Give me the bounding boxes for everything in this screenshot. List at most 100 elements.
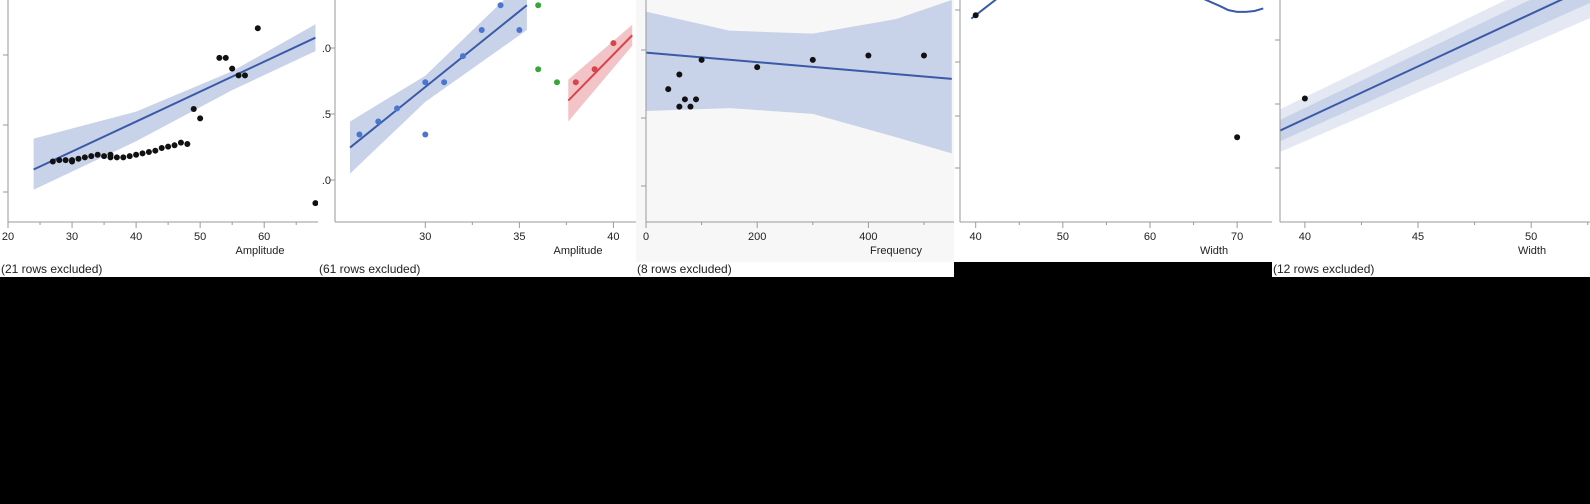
data-point [88,153,95,160]
data-point [107,154,114,161]
chart-panel-1: 20 30 40 50 60 Amplitude (21 rows excluded) [0,0,318,277]
data-point [120,154,127,161]
x-tick-label: 20 [2,231,14,243]
chart-panel-5: 40 45 50 Width (12 rows excluded) [1272,0,1590,277]
rows-excluded-note: (8 rows excluded) [637,262,732,276]
data-point [139,150,146,157]
x-axis-label: Width [1518,245,1546,257]
data-point [572,79,579,86]
data-point [478,27,485,34]
x-tick-label: 0 [643,231,649,243]
x-tick-label: 70 [1231,231,1243,243]
data-point [1301,95,1308,102]
data-point [459,53,466,60]
plot-area [646,0,952,154]
x-tick-label: 30 [66,231,78,243]
x-tick-label: 40 [970,231,982,243]
plot-area [970,0,1264,141]
data-point [497,2,504,9]
fit-line [646,51,952,80]
data-point [687,103,694,110]
data-point [171,142,178,149]
data-point [676,103,683,110]
y-tick-label: .5 [322,109,331,121]
x-axis-label: Amplitude [236,245,285,257]
data-point [62,157,69,164]
rows-excluded-note: (61 rows excluded) [319,262,420,276]
plot-area [33,24,318,207]
data-point [190,105,197,112]
y-tick-label: .0 [322,43,331,55]
x-tick-label: 200 [748,231,766,243]
data-point [235,72,242,79]
confidence-band [1280,0,1590,152]
data-point [165,143,172,150]
data-point [865,52,872,59]
x-tick-label: 45 [1412,231,1424,243]
confidence-band [568,24,633,122]
data-point [610,40,617,47]
data-point [665,86,672,93]
x-tick-label: 60 [258,231,270,243]
data-point [754,64,761,71]
data-point [809,56,816,63]
data-point [49,158,56,165]
data-point [241,72,248,79]
x-tick-label: 35 [513,231,525,243]
data-point [516,27,523,34]
data-point [197,115,204,122]
plot-area [1280,0,1590,152]
footer-background [636,262,954,277]
chart-panel-2: .0 .5 .0 30 35 40 Amplitude (61 rows excluded) [318,0,636,277]
fit-curve [970,0,1264,20]
fit-line [567,34,633,102]
confidence-band [646,0,952,154]
data-point [184,140,191,147]
x-tick-label: 50 [1057,231,1069,243]
x-tick-label: 50 [1525,231,1537,243]
data-point [222,54,229,61]
data-point [693,96,700,103]
data-point [94,151,101,158]
y-tick-label: .0 [322,175,331,187]
rows-excluded-note: (21 rows excluded) [1,262,102,276]
data-point [177,139,184,146]
fit-line [33,36,316,171]
data-point [133,151,140,158]
data-point [56,157,63,164]
footer-background [0,262,318,277]
data-point [422,131,429,138]
data-point [681,96,688,103]
chart-panel-3: 0 200 400 Frequency (8 rows excluded) [636,0,954,277]
data-point [75,155,82,162]
data-point [126,153,133,160]
data-point [591,66,598,73]
data-point [535,2,542,9]
plot-area [349,0,633,174]
x-axis-label: Frequency [870,245,922,257]
data-point [312,200,318,207]
data-point [69,158,76,165]
confidence-band-inner [1280,0,1590,142]
data-point [698,56,705,63]
data-point [152,147,159,154]
data-point [229,65,236,72]
data-point [375,118,382,125]
x-axis-label: Width [1200,245,1228,257]
x-tick-label: 50 [194,231,206,243]
data-point [394,105,401,112]
data-point [676,71,683,78]
confidence-band [33,24,316,190]
fit-line [1280,0,1564,132]
data-point [101,153,108,160]
data-point [535,66,542,73]
footer-background [1272,262,1590,277]
x-tick-label: 40 [130,231,142,243]
data-point [972,12,979,19]
x-tick-label: 30 [419,231,431,243]
data-point [254,25,261,32]
data-point [145,149,152,156]
